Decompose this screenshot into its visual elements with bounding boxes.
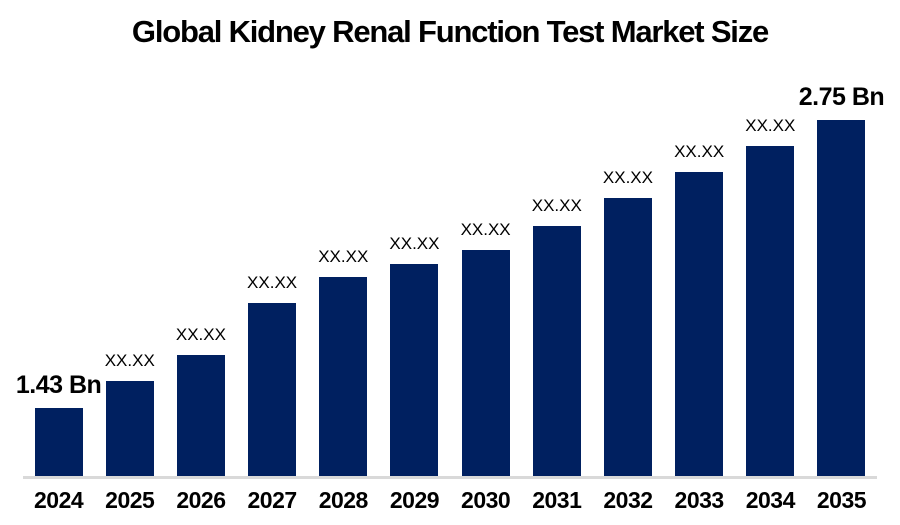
bar-value-label: XX.XX: [531, 196, 582, 216]
bar-value-label: XX.XX: [389, 234, 440, 254]
bar-group: XX.XX: [237, 274, 308, 476]
bar-group: 1.43 Bn: [16, 371, 102, 476]
x-axis-tick-label: 2031: [532, 487, 582, 513]
bar: [675, 172, 724, 476]
bars-row: 1.43 Bn XX.XX XX.XX XX.XX XX.XX XX.XX XX…: [16, 83, 885, 476]
bar-group: XX.XX: [521, 197, 592, 476]
bar: [390, 264, 439, 476]
chart-title: Global Kidney Renal Function Test Market…: [131, 14, 769, 49]
x-axis-tick-label: 2029: [389, 487, 440, 513]
bar-group: XX.XX: [379, 235, 450, 476]
x-axis-labels: 2024 2025 2026 2027 2028 2029 2030 2031 …: [23, 487, 877, 514]
x-axis-tick-label: 2032: [603, 487, 653, 513]
bar-value-label: XX.XX: [318, 247, 369, 267]
bar-group: XX.XX: [592, 169, 663, 476]
bar: [461, 250, 510, 476]
bar-value-label: 1.43 Bn: [15, 370, 102, 399]
bar-group: XX.XX: [664, 143, 735, 476]
bar-value-label: XX.XX: [745, 116, 796, 136]
bar: [817, 120, 866, 476]
x-axis-tick-label: 2024: [34, 487, 84, 513]
bar-group: XX.XX: [308, 248, 379, 476]
bar-group: XX.XX: [450, 221, 521, 476]
x-axis-tick-label: 2028: [318, 487, 369, 513]
bar-value-label: XX.XX: [602, 168, 653, 188]
x-axis-tick-label: 2034: [745, 487, 796, 513]
bar: [34, 408, 83, 476]
bar: [176, 355, 225, 476]
plot-area: 1.43 Bn XX.XX XX.XX XX.XX XX.XX XX.XX XX…: [16, 0, 885, 525]
x-axis-line: [23, 476, 877, 479]
bar-value-label: XX.XX: [175, 325, 226, 345]
bar-group: XX.XX: [735, 117, 806, 476]
x-axis-tick-label: 2027: [247, 487, 298, 513]
bar: [532, 226, 581, 476]
bar: [248, 303, 297, 476]
bar-value-label: 2.75 Bn: [798, 82, 885, 111]
bar: [319, 277, 368, 476]
x-axis-tick-label: 2035: [816, 487, 867, 513]
bar-group: XX.XX: [165, 326, 236, 476]
x-axis-tick-label: 2033: [674, 487, 725, 513]
bar-group: XX.XX: [94, 352, 165, 476]
x-axis-tick-label: 2026: [176, 487, 226, 513]
bar-value-label: XX.XX: [460, 220, 511, 240]
x-axis-tick-label: 2030: [461, 487, 511, 513]
bar: [603, 198, 652, 476]
bar: [105, 381, 154, 476]
bar-value-label: XX.XX: [674, 142, 725, 162]
bar-value-label: XX.XX: [104, 351, 155, 371]
bar: [746, 146, 795, 476]
bar-group: 2.75 Bn: [799, 83, 885, 476]
bar-value-label: XX.XX: [247, 273, 298, 293]
x-axis-tick-label: 2025: [105, 487, 155, 513]
